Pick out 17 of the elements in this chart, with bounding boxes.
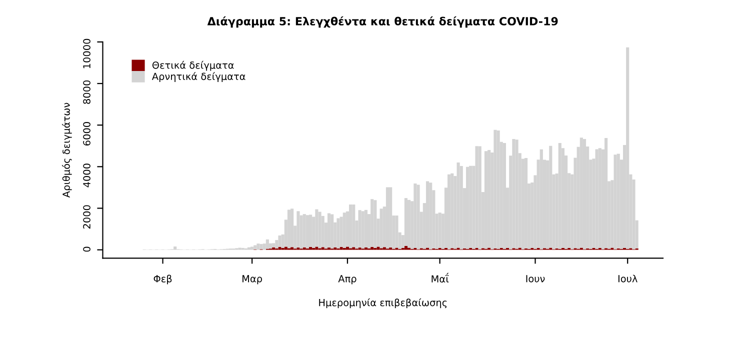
legend-label: Αρνητικά δείγματα [152, 72, 246, 82]
chart-title: Διάγραμμα 5: Ελεγχθέντα και θετικά δείγματα COVID-19 [207, 16, 558, 28]
x-tick-label: Μαΐ [432, 272, 449, 283]
x-tick-label: Ιουν [526, 275, 545, 282]
x-tick-label: Φεβ [154, 274, 172, 284]
x-tick-label: Απρ [338, 275, 356, 284]
y-tick-label: 6000 [83, 122, 90, 146]
x-tick-label: Ιουλ [618, 274, 638, 282]
y-tick-label: 2000 [83, 205, 90, 229]
y-tick-label: 10000 [83, 38, 90, 68]
y-tick-label: 8000 [83, 80, 90, 104]
legend-label: Θετικά δείγματα [152, 60, 234, 71]
x-axis-title: Ημερομηνία επιβεβαίωσης [319, 298, 447, 308]
y-axis-title: Αριθμός δειγμάτων [62, 102, 72, 198]
y-tick-label: 4000 [83, 164, 90, 188]
y-tick-label: 0 [83, 246, 90, 252]
x-tick-label: Μαρ [242, 275, 262, 284]
